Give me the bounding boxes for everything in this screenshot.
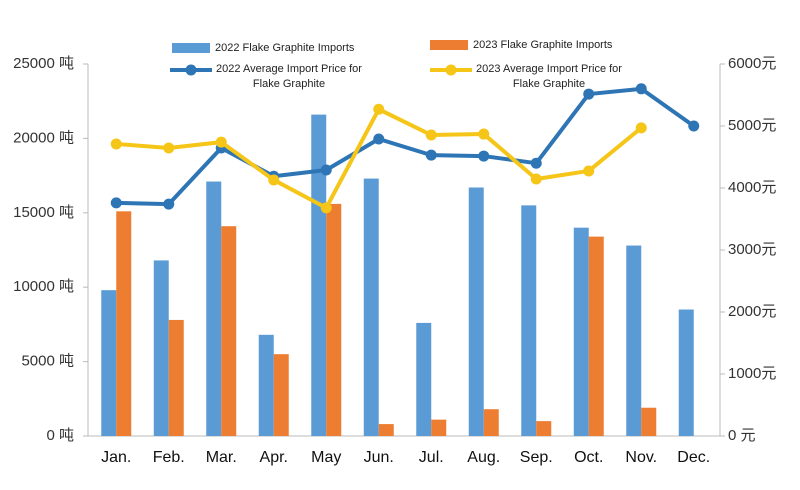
x-tick-label: Oct. [574,449,603,466]
bar [378,424,394,436]
y2-tick-label: 5000元 [728,117,776,134]
point [320,164,332,176]
bar [326,203,342,436]
bar [431,419,447,436]
point [425,149,437,161]
point [163,142,175,154]
point [110,197,122,209]
bar [536,421,552,436]
bar [363,178,379,437]
line [116,86,695,207]
bar [468,187,484,436]
y2-tick-label: 1000元 [728,365,776,382]
legend-swatch [172,43,210,53]
legend-label: 2022 Average Import Price for Flake Grap… [216,63,362,90]
point [583,165,595,177]
legend-marker [445,64,457,76]
y-tick-label: 0 吨 [46,427,74,444]
point [530,157,542,169]
point [215,136,227,148]
bar [641,407,657,436]
y-tick-label: 25000 吨 [13,55,74,72]
y-tick-label: 20000 吨 [13,129,74,146]
y2-tick-label: 0 元 [728,427,756,444]
bar [168,319,184,436]
y-tick-label: 15000 吨 [13,204,74,221]
point [268,174,280,186]
y2-tick-label: 2000元 [728,303,776,320]
y2-tick-label: 3000元 [728,241,776,258]
bar [273,354,289,436]
point [373,103,385,115]
point [530,173,542,185]
bar [521,205,537,436]
x-tick-label: Jan. [101,449,131,466]
x-tick-label: Jul. [419,449,444,466]
bar [153,260,169,436]
point [688,120,700,132]
point [373,133,385,145]
x-tick-label: Sep. [520,449,553,466]
bar [258,334,274,436]
bar [221,226,237,436]
bar [416,322,432,436]
x-tick-label: Jun. [364,449,394,466]
point [425,129,437,141]
legend-swatch [430,40,468,50]
x-tick-label: Apr. [260,449,288,466]
legend-label: 2023 Average Import Price for Flake Grap… [476,63,622,90]
legend-label: 2023 Flake Graphite Imports [473,39,613,51]
bar [206,181,222,436]
y-tick-label: 10000 吨 [13,278,74,295]
point [163,198,175,210]
x-tick-label: May [311,449,341,466]
bar [626,245,642,436]
y-tick-label: 5000 吨 [21,353,74,370]
y2-tick-label: 4000元 [728,179,776,196]
bar [116,211,132,436]
bar [483,409,499,436]
point [635,83,647,95]
legend-marker [185,64,197,76]
legend-label: 2022 Flake Graphite Imports [215,42,355,54]
bar [573,227,589,436]
x-tick-label: Feb. [153,449,185,466]
point [635,122,647,134]
point [478,150,490,162]
bar [588,236,604,436]
x-tick-label: Aug. [467,449,500,466]
x-tick-label: Dec. [677,449,710,466]
y2-tick-label: 6000元 [728,55,776,72]
x-tick-label: Mar. [206,449,237,466]
point [320,202,332,214]
point [583,88,595,100]
bar [678,309,694,436]
x-tick-label: Nov. [625,449,657,466]
point [478,128,490,140]
bar [101,290,117,436]
bar [311,114,327,436]
point [110,138,122,150]
